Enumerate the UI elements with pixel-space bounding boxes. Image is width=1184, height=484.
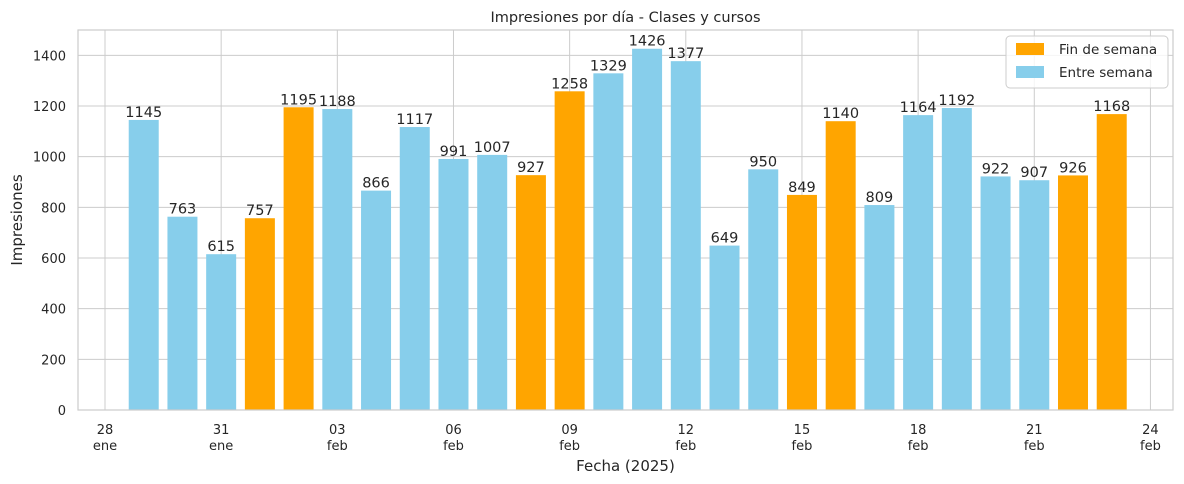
- bar-value-label: 1117: [396, 112, 433, 128]
- x-tick-label-day: 03: [329, 423, 346, 438]
- bar-value-label: 809: [866, 190, 894, 206]
- x-tick-label-month: feb: [327, 439, 348, 454]
- legend-box: [1005, 35, 1169, 89]
- chart-title: Impresiones por día - Clases y cursos: [490, 10, 760, 26]
- bar: [670, 61, 701, 410]
- x-tick-labels: 28ene31ene03feb06feb09feb12feb15feb18feb…: [93, 423, 1161, 454]
- y-tick-label: 600: [41, 252, 66, 267]
- y-tick-label: 800: [41, 201, 66, 216]
- bar: [709, 245, 740, 410]
- x-tick-label-day: 24: [1142, 423, 1159, 438]
- legend-swatch-fin-de-semana: [1016, 43, 1044, 55]
- x-axis-label: Fecha (2025): [576, 457, 675, 475]
- bar: [361, 190, 392, 410]
- y-tick-label: 200: [41, 353, 66, 368]
- bar: [980, 176, 1011, 410]
- bar: [786, 194, 817, 410]
- bar-value-label: 991: [440, 144, 468, 160]
- bar-value-label: 763: [169, 202, 197, 218]
- x-tick-label-day: 21: [1026, 423, 1043, 438]
- x-tick-label-day: 06: [445, 423, 462, 438]
- bar: [477, 154, 508, 410]
- plot-frame: [77, 29, 1174, 411]
- bar: [941, 108, 972, 410]
- x-tick-label-month: feb: [1140, 439, 1161, 454]
- x-tick-label-day: 18: [910, 423, 927, 438]
- x-tick-label-day: 09: [561, 423, 578, 438]
- legend-swatch-entre-semana: [1016, 66, 1044, 78]
- bar-value-label: 1426: [629, 34, 666, 50]
- legend-label-entre-semana: Entre semana: [1059, 65, 1153, 81]
- legend-label-fin-de-semana: Fin de semana: [1059, 42, 1157, 58]
- bar: [825, 121, 856, 410]
- bar: [1019, 180, 1050, 410]
- bars: [128, 48, 1127, 411]
- x-tick-label-month: feb: [792, 439, 813, 454]
- x-tick-label-month: feb: [559, 439, 580, 454]
- x-tick-label-month: feb: [1024, 439, 1045, 454]
- bar: [206, 254, 237, 410]
- legend: Fin de semana Entre semana: [1005, 35, 1169, 89]
- bar-value-label: 649: [711, 231, 739, 247]
- bar: [1096, 114, 1127, 411]
- bar: [864, 205, 895, 410]
- bar: [554, 91, 585, 410]
- bar-value-label: 1195: [280, 92, 317, 108]
- y-tick-label: 400: [41, 303, 66, 318]
- bar-value-label: 1007: [474, 140, 511, 156]
- bar-value-label: 1377: [667, 46, 704, 62]
- bar-value-label: 907: [1020, 165, 1048, 181]
- bar-value-label: 1188: [319, 94, 356, 110]
- bar: [903, 115, 934, 411]
- x-tick-label-day: 28: [97, 423, 114, 438]
- bar-value-label: 757: [246, 203, 274, 219]
- x-tick-label-day: 12: [678, 423, 695, 438]
- bar-value-label: 615: [207, 239, 235, 255]
- bar-value-label: 866: [362, 176, 390, 192]
- bar-value-label: 926: [1059, 160, 1087, 176]
- bar-value-label: 849: [788, 180, 816, 196]
- y-tick-label: 0: [58, 404, 66, 419]
- y-tick-label: 1400: [33, 49, 66, 64]
- bar-value-label: 1164: [900, 100, 937, 116]
- x-tick-label-month: feb: [443, 439, 464, 454]
- bar: [593, 73, 624, 410]
- bar-value-label: 1145: [125, 105, 162, 121]
- bar: [1058, 175, 1088, 410]
- x-tick-label-day: 15: [794, 423, 811, 438]
- y-tick-label: 1000: [33, 151, 66, 166]
- bar-value-label: 927: [517, 160, 545, 176]
- bar: [515, 175, 546, 410]
- bar: [128, 119, 159, 410]
- x-tick-label-month: feb: [908, 439, 929, 454]
- x-tick-label-day: 31: [213, 423, 230, 438]
- bar: [632, 48, 663, 410]
- bar-value-label: 1329: [590, 58, 627, 74]
- value-labels: 1145 763 615 757 1195 1188 866 1117 991 1007 927 12…: [125, 34, 1130, 255]
- bar: [438, 158, 469, 410]
- bar-value-label: 922: [982, 161, 1010, 177]
- bar: [283, 107, 314, 411]
- y-axis-label: Impresiones: [8, 174, 26, 266]
- bar-value-label: 1192: [938, 93, 975, 109]
- bar: [322, 109, 353, 410]
- y-tick-labels: 0 200 400 600 800 1000 1200 1400: [33, 49, 66, 419]
- x-tick-label-month: ene: [209, 439, 233, 454]
- bar: [399, 127, 430, 410]
- y-tick-label: 1200: [33, 100, 66, 115]
- bar: [244, 218, 275, 410]
- x-tick-label-month: feb: [675, 439, 696, 454]
- bar: [167, 216, 198, 410]
- bar-value-label: 1258: [551, 76, 588, 92]
- bar-value-label: 950: [749, 154, 777, 170]
- bar: [748, 169, 779, 410]
- bar-value-label: 1140: [822, 106, 859, 122]
- bar-value-label: 1168: [1093, 99, 1130, 115]
- x-tick-label-month: ene: [93, 439, 117, 454]
